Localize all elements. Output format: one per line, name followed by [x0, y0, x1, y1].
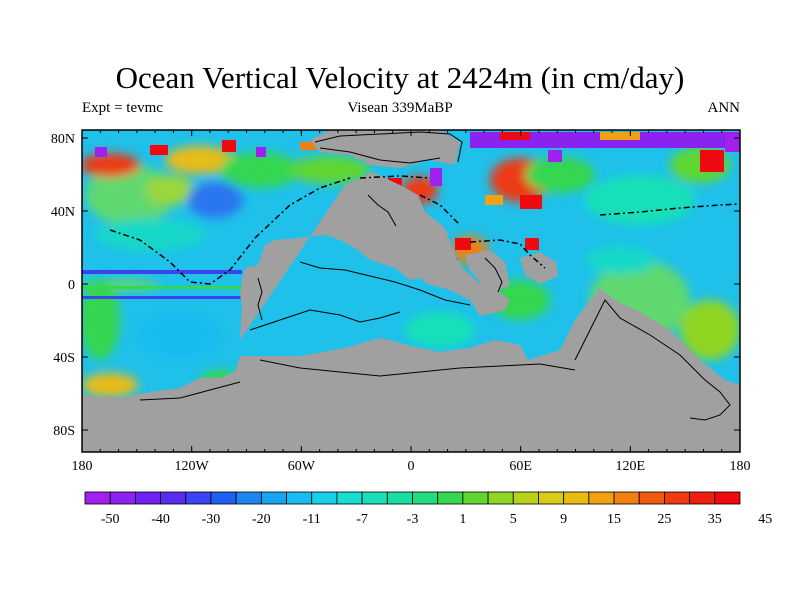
x-tick-label: 0: [408, 459, 415, 474]
x-tick-label: 120W: [175, 459, 210, 474]
colorbar-swatch: [210, 491, 237, 505]
y-tick-label: 80N: [51, 132, 75, 147]
colorbar-label: -40: [151, 512, 170, 527]
colorbar-label: 15: [607, 512, 621, 527]
colorbar-swatch: [84, 491, 111, 505]
colorbar-label: 45: [758, 512, 772, 527]
western-dashed-line: [109, 177, 351, 285]
colorbar-label: -30: [202, 512, 221, 527]
colorbar-swatch: [286, 491, 313, 505]
dashed-boundaries: [109, 175, 740, 285]
colorbar-label: -20: [252, 512, 271, 527]
colorbar-swatch: [437, 491, 464, 505]
colorbar-swatch: [412, 491, 439, 505]
colorbar-label: 35: [708, 512, 722, 527]
far-east-dashed-line: [599, 203, 740, 216]
southwest-coastline: [139, 381, 241, 401]
colorbar-swatch: [613, 491, 640, 505]
colorbar-swatch: [134, 491, 161, 505]
colorbar-swatch: [588, 491, 615, 505]
y-tick-label: 40S: [53, 351, 75, 366]
eastern-coastline: [574, 299, 731, 421]
colorbar: -50 -40 -30 -20 -11 -7 -3 1 5 9 15 25 35 45: [84, 491, 772, 527]
season-label: ANN: [707, 100, 741, 116]
colorbar-swatch: [361, 491, 388, 505]
colorbar-swatch: [714, 491, 741, 505]
axis-ticks: [81, 130, 741, 452]
central-coastline: [367, 194, 397, 227]
colorbar-label: -50: [101, 512, 120, 527]
x-tick-label: 180: [72, 459, 93, 474]
colorbar-label: 5: [510, 512, 517, 527]
central-island: [352, 192, 396, 244]
colorbar-swatch: [336, 491, 363, 505]
x-tick-label: 60E: [509, 459, 532, 474]
velocity-field-blobs: [82, 146, 740, 407]
x-tick-label: 180: [730, 459, 751, 474]
colorbar-label: -7: [356, 512, 368, 527]
colorbar-swatch: [386, 491, 413, 505]
interior-coastline: [299, 261, 471, 306]
colorbar-swatch: [260, 491, 287, 505]
x-tick-label: 60W: [288, 459, 316, 474]
eastern-island: [465, 250, 510, 292]
central-dashed-line: [359, 175, 431, 179]
colorbar-label: 25: [657, 512, 671, 527]
colorbar-label: 1: [459, 512, 466, 527]
period-label: Visean 339MaBP: [347, 100, 453, 116]
y-tick-label: 80S: [53, 424, 75, 439]
experiment-label: Expt = tevmc: [82, 100, 163, 116]
y-tick-label: 0: [68, 278, 75, 293]
southern-landmass: [82, 172, 740, 452]
east-islet: [520, 252, 558, 284]
northern-landmass: [310, 130, 460, 168]
eastern-island-coast: [484, 257, 503, 293]
colorbar-swatch: [664, 491, 691, 505]
continents: [82, 130, 740, 452]
axis-labels: 180 120W 60W 0 60E 120E 180 80N 40N 0 40S 80S: [51, 132, 751, 474]
northern-coastline: [314, 131, 463, 163]
map-plot-area: [82, 130, 740, 452]
colorbar-swatch: [638, 491, 665, 505]
southern-interior-line: [249, 309, 401, 331]
colorbar-label: 9: [560, 512, 567, 527]
map-title: Ocean Vertical Velocity at 2424m (in cm/…: [115, 60, 685, 95]
colorbar-swatch: [311, 491, 338, 505]
western-coastline: [257, 277, 263, 321]
colorbar-swatch: [160, 491, 187, 505]
colorbar-swatch: [185, 491, 212, 505]
colorbar-swatch: [512, 491, 539, 505]
coastlines: [139, 131, 731, 421]
colorbar-label: -11: [303, 512, 321, 527]
colorbar-swatch: [235, 491, 262, 505]
northern-coastline-inner: [319, 147, 441, 164]
y-tick-label: 40N: [51, 205, 75, 220]
eastern-dashed-line: [469, 239, 546, 269]
colorbar-swatch: [109, 491, 136, 505]
colorbar-swatch: [538, 491, 565, 505]
colorbar-swatch: [563, 491, 590, 505]
southern-coastline: [259, 359, 576, 377]
colorbar-swatch: [462, 491, 489, 505]
colorbar-label: -3: [407, 512, 419, 527]
x-tick-label: 120E: [616, 459, 646, 474]
colorbar-swatch: [689, 491, 716, 505]
colorbar-swatch: [487, 491, 514, 505]
